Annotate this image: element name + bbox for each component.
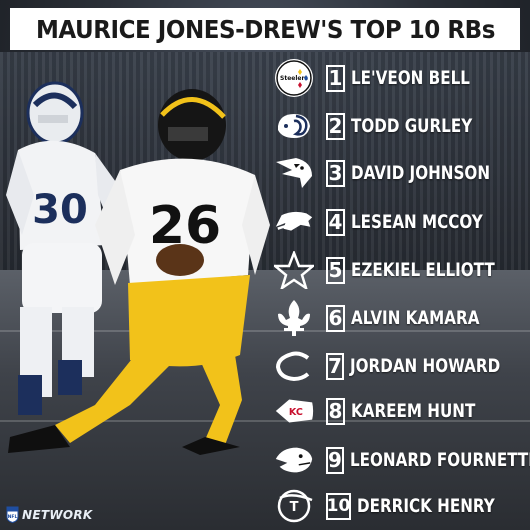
rank-number-box: 4 [326,208,345,236]
network-wordmark: NETWORK [22,507,93,522]
player-name: LEONARD FOURNETTE [349,449,530,471]
svg-text:KC: KC [289,407,303,418]
player-name: ALVIN KAMARA [351,307,480,329]
rank-number-box: 5 [326,256,345,284]
ranking-row: 7 JORDAN HOWARD [272,344,530,388]
steelers-logo: Steelers [272,58,316,98]
rank-number-box: 7 [326,352,344,380]
bills-logo [272,202,316,242]
players-photo: 30 26 [6,81,270,455]
svg-text:Steelers: Steelers [280,75,308,82]
rank-number-box: 1 [326,64,345,92]
player-name: KAREEM HUNT [351,400,476,422]
cowboys-star-logo [272,250,316,290]
ranking-row: T 10 DERRICK HENRY [272,484,530,528]
svg-text:T: T [290,500,299,515]
ranking-row: 5 EZEKIEL ELLIOTT [272,248,530,292]
saints-fleur-de-lis-logo [272,298,316,338]
player-name: EZEKIEL ELLIOTT [351,259,495,281]
nfl-shield-icon: NFL [6,506,19,523]
ranking-row: KC 8 KAREEM HUNT [272,389,530,433]
ranking-row: 3 DAVID JOHNSON [272,151,530,195]
ranking-row: 9 LEONARD FOURNETTE [272,438,530,482]
yard-line [0,420,530,422]
title-banner: MAURICE JONES-DREW'S TOP 10 RBs [10,8,520,50]
ranking-row: 2 TODD GURLEY [272,104,530,148]
rams-player: 30 [6,81,118,415]
rank-number-box: 8 [326,397,345,425]
chiefs-arrowhead-logo: KC [272,391,316,431]
ranking-row: Steelers 1 LE'VEON BELL [272,56,530,100]
rams-logo [272,106,316,146]
player-name: JORDAN HOWARD [349,355,501,377]
svg-text:NFL: NFL [8,514,18,520]
player-name: TODD GURLEY [351,115,473,137]
cardinals-logo [272,153,316,193]
rank-number-box: 10 [326,492,351,520]
player-name: LE'VEON BELL [351,67,470,89]
jaguars-logo [272,440,316,480]
rank-number-box: 9 [326,446,344,474]
rank-number-box: 6 [326,304,345,332]
rams-jersey-number: 30 [32,187,88,233]
steelers-player: 26 [8,89,270,455]
titans-logo: T [272,486,316,526]
player-name: DAVID JOHNSON [351,162,491,184]
player-name: LESEAN MCCOY [351,211,483,233]
bears-c-logo [272,346,316,386]
ranking-row: 6 ALVIN KAMARA [272,296,530,340]
rank-number-box: 2 [326,112,345,140]
yard-line [0,330,530,332]
ranking-row: 4 LESEAN MCCOY [272,200,530,244]
player-name: DERRICK HENRY [357,495,495,517]
page-title: MAURICE JONES-DREW'S TOP 10 RBs [35,14,495,44]
nfl-network-logo: NFL NETWORK [6,506,93,523]
rank-number-box: 3 [326,159,345,187]
